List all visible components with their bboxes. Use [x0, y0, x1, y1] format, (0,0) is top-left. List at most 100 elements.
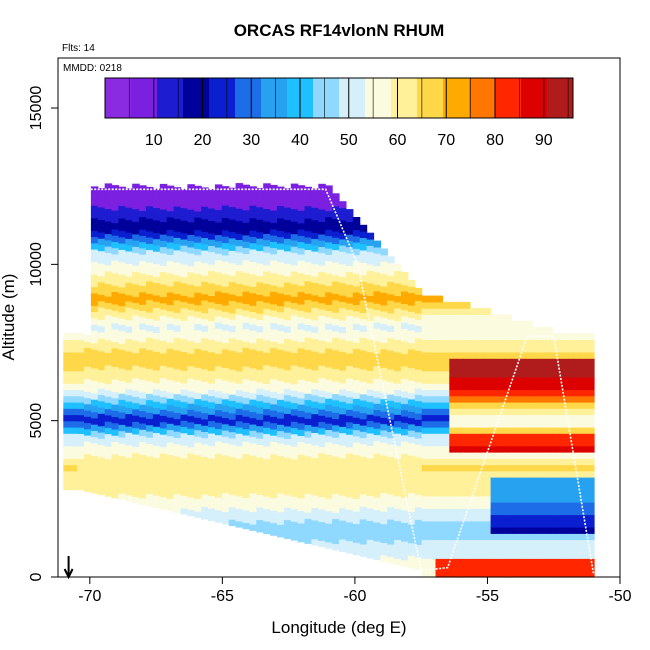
heatmap-cell: [173, 443, 182, 451]
heatmap-cell: [277, 249, 285, 256]
heatmap-cell: [111, 479, 119, 486]
heatmap-cell: [146, 243, 154, 251]
heatmap-cell: [566, 552, 574, 559]
heatmap-cell: [97, 394, 106, 402]
heatmap-cell: [139, 235, 147, 243]
heatmap-cell: [449, 508, 457, 516]
heatmap-cell: [366, 439, 375, 446]
heatmap-cell: [449, 495, 457, 503]
heatmap-cell: [304, 286, 312, 294]
heatmap-cell: [228, 456, 237, 464]
heatmap-cell: [463, 439, 471, 447]
colorbar-swatch: [313, 78, 340, 118]
heatmap-cell: [111, 291, 119, 299]
heatmap-cell: [359, 312, 368, 320]
heatmap-cell: [97, 325, 106, 333]
heatmap-cell: [180, 276, 188, 284]
heatmap-cell: [173, 449, 182, 457]
heatmap-cell: [566, 370, 574, 378]
heatmap-cell: [345, 409, 354, 417]
heatmap-cell: [132, 277, 140, 285]
heatmap-cell: [228, 487, 237, 495]
heatmap-cell: [442, 558, 450, 566]
heatmap-cell: [228, 206, 237, 214]
heatmap-cell: [132, 465, 140, 472]
heatmap-cell: [545, 364, 554, 372]
heatmap-cell: [132, 490, 140, 497]
heatmap-cell: [270, 503, 278, 511]
heatmap-cell: [290, 233, 299, 241]
heatmap-cell: [414, 437, 423, 445]
heatmap-cell: [332, 337, 340, 344]
heatmap-cell: [559, 514, 568, 522]
heatmap-cell: [497, 477, 505, 484]
heatmap-cell: [435, 339, 443, 347]
heatmap-cell: [125, 476, 133, 483]
heatmap-cell: [228, 281, 237, 289]
heatmap-cell: [214, 465, 223, 473]
heatmap-cell: [187, 215, 195, 223]
heatmap-cell: [559, 433, 568, 441]
heatmap-cell: [470, 333, 478, 340]
heatmap-cell: [428, 545, 437, 553]
heatmap-cell: [483, 508, 492, 516]
heatmap-cell: [511, 502, 519, 509]
heatmap-cell: [173, 262, 182, 270]
heatmap-cell: [270, 253, 278, 261]
heatmap-cell: [470, 533, 478, 541]
heatmap-cell: [263, 420, 271, 428]
heatmap-cell: [538, 508, 547, 516]
heatmap-cell: [256, 438, 264, 445]
heatmap-cell: [339, 470, 347, 477]
heatmap-cell: [221, 273, 230, 281]
heatmap-cell: [325, 266, 333, 274]
heatmap-cell: [159, 359, 168, 366]
heatmap-cell: [187, 353, 195, 360]
heatmap-cell: [297, 472, 306, 480]
heatmap-cell: [77, 414, 85, 422]
heatmap-cell: [84, 416, 92, 424]
heatmap-cell: [152, 194, 161, 202]
heatmap-cell: [304, 230, 312, 238]
heatmap-cell: [277, 405, 285, 413]
heatmap-cell: [194, 185, 202, 193]
heatmap-cell: [449, 514, 457, 522]
heatmap-cell: [283, 469, 292, 477]
heatmap-cell: [84, 441, 92, 449]
heatmap-cell: [111, 397, 119, 405]
heatmap-cell: [538, 426, 547, 434]
heatmap-cell: [208, 251, 216, 259]
heatmap-cell: [470, 520, 478, 528]
heatmap-cell: [345, 227, 354, 235]
heatmap-cell: [297, 310, 306, 318]
heatmap-cell: [511, 489, 519, 497]
heatmap-cell: [332, 243, 340, 251]
heatmap-cell: [97, 219, 106, 227]
heatmap-cell: [449, 570, 457, 578]
heatmap-cell: [297, 197, 306, 205]
heatmap-cell: [490, 502, 499, 509]
heatmap-cell: [580, 370, 588, 378]
heatmap-cell: [290, 452, 299, 460]
heatmap-cell: [525, 458, 533, 466]
heatmap-cell: [180, 257, 188, 265]
heatmap-cell: [538, 395, 547, 403]
heatmap-cell: [304, 249, 312, 257]
heatmap-cell: [146, 468, 154, 476]
heatmap-cell: [456, 477, 464, 484]
heatmap-cell: [442, 308, 450, 315]
heatmap-cell: [325, 360, 333, 368]
heatmap-cell: [256, 212, 264, 220]
heatmap-cell: [463, 339, 471, 347]
heatmap-cell: [339, 270, 347, 277]
heatmap-cell: [132, 283, 140, 291]
heatmap-cell: [325, 204, 333, 212]
heatmap-cell: [545, 395, 554, 403]
heatmap-cell: [518, 489, 526, 497]
heatmap-cell: [228, 319, 237, 326]
heatmap-cell: [345, 309, 354, 316]
heatmap-cell: [325, 398, 333, 405]
heatmap-cell: [256, 250, 264, 258]
heatmap-cell: [504, 458, 512, 466]
heatmap-cell: [339, 426, 347, 434]
